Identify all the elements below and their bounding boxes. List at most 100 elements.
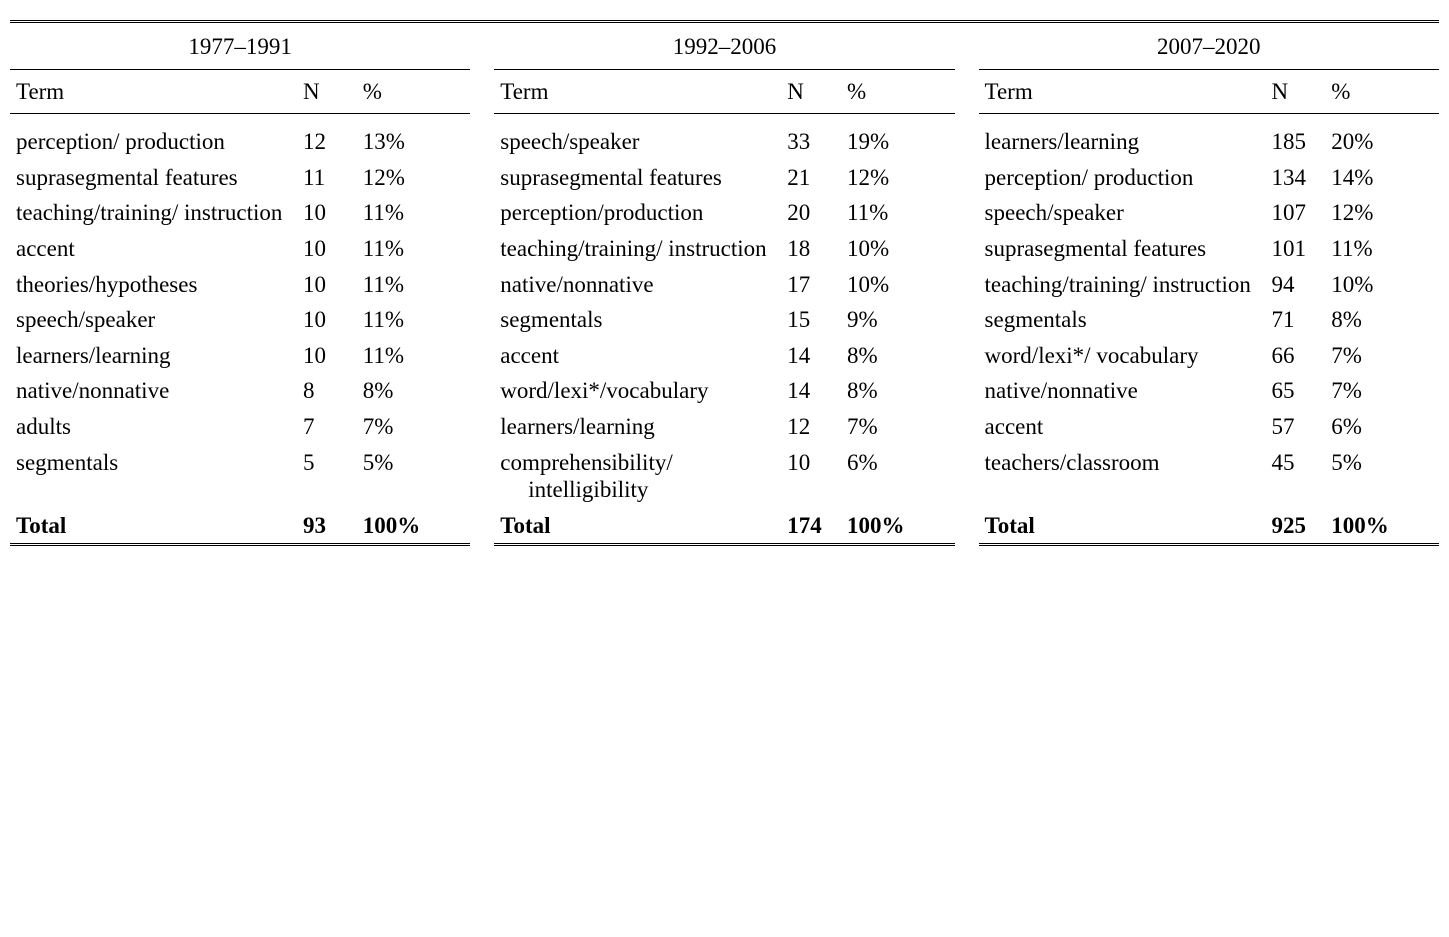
cell-n: 10 [297,195,357,231]
cell-term: accent [979,409,1266,445]
research-terms-table: 1977–1991 1992–2006 2007–2020 Term N % T… [10,20,1439,546]
cell-term: teachers/classroom [979,445,1266,508]
cell-pct: 8% [841,373,955,409]
cell-pct: 11% [357,195,471,231]
cell-term: word/lexi*/ vocabulary [979,338,1266,374]
cell-term: segmentals [10,445,297,508]
cell-term: segmentals [494,302,781,338]
cell-term: speech/speaker [979,195,1266,231]
total-n: 93 [297,508,357,545]
cell-term: adults [10,409,297,445]
cell-pct: 7% [1325,338,1439,374]
period-heading: 1992–2006 [494,23,954,69]
cell-n: 10 [297,338,357,374]
cell-pct: 8% [841,338,955,374]
period-heading-row: 1977–1991 1992–2006 2007–2020 [10,23,1439,69]
total-pct: 100% [357,508,471,545]
table-row: speech/speaker1011%segmentals159%segment… [10,302,1439,338]
cell-term: perception/ production [979,160,1266,196]
cell-term: speech/speaker [10,302,297,338]
cell-n: 71 [1266,302,1326,338]
cell-n: 5 [297,445,357,508]
period-heading: 1977–1991 [10,23,470,69]
col-term: Term [10,69,297,114]
cell-n: 18 [781,231,841,267]
cell-term: suprasegmental features [979,231,1266,267]
cell-term: native/nonnative [10,373,297,409]
cell-n: 33 [781,114,841,160]
cell-n: 15 [781,302,841,338]
col-pct: % [841,69,955,114]
cell-term: theories/hypotheses [10,267,297,303]
cell-term: segmentals [979,302,1266,338]
table: 1977–1991 1992–2006 2007–2020 Term N % T… [10,20,1439,546]
cell-pct: 5% [1325,445,1439,508]
cell-term: learners/learning [494,409,781,445]
cell-n: 7 [297,409,357,445]
cell-term: comprehensibility/ intelligibility [494,445,781,508]
cell-n: 21 [781,160,841,196]
cell-n: 66 [1266,338,1326,374]
cell-n: 12 [781,409,841,445]
col-term: Term [979,69,1266,114]
col-pct: % [357,69,471,114]
cell-pct: 20% [1325,114,1439,160]
total-pct: 100% [841,508,955,545]
cell-pct: 6% [1325,409,1439,445]
cell-n: 14 [781,338,841,374]
cell-pct: 7% [357,409,471,445]
cell-term: word/lexi*/vocabulary [494,373,781,409]
cell-term: teaching/training/ instruction [979,267,1266,303]
col-n: N [781,69,841,114]
column-heading-row: Term N % Term N % Term N % [10,69,1439,114]
cell-n: 17 [781,267,841,303]
total-n: 925 [1266,508,1326,545]
total-label: Total [494,508,781,545]
cell-pct: 13% [357,114,471,160]
cell-n: 45 [1266,445,1326,508]
col-pct: % [1325,69,1439,114]
table-row: native/nonnative88%word/lexi*/vocabulary… [10,373,1439,409]
total-n: 174 [781,508,841,545]
cell-pct: 11% [357,231,471,267]
cell-term: native/nonnative [979,373,1266,409]
total-label: Total [10,508,297,545]
table-row: theories/hypotheses1011%native/nonnative… [10,267,1439,303]
table-row: adults77%learners/learning127%accent576% [10,409,1439,445]
col-term: Term [494,69,781,114]
cell-pct: 10% [1325,267,1439,303]
period-heading: 2007–2020 [979,23,1439,69]
cell-term: accent [494,338,781,374]
cell-n: 20 [781,195,841,231]
cell-term: native/nonnative [494,267,781,303]
cell-pct: 10% [841,267,955,303]
col-n: N [297,69,357,114]
cell-term: learners/learning [979,114,1266,160]
cell-pct: 12% [841,160,955,196]
cell-n: 12 [297,114,357,160]
cell-n: 11 [297,160,357,196]
cell-pct: 19% [841,114,955,160]
cell-pct: 6% [841,445,955,508]
cell-term: suprasegmental features [10,160,297,196]
cell-term: learners/learning [10,338,297,374]
cell-n: 185 [1266,114,1326,160]
cell-pct: 11% [1325,231,1439,267]
cell-n: 57 [1266,409,1326,445]
total-row: Total 93 100% Total 174 100% Total 925 1… [10,508,1439,545]
cell-term: suprasegmental features [494,160,781,196]
cell-pct: 11% [357,267,471,303]
cell-term: teaching/training/ instruction [10,195,297,231]
cell-pct: 5% [357,445,471,508]
cell-n: 10 [297,302,357,338]
cell-pct: 14% [1325,160,1439,196]
cell-term: accent [10,231,297,267]
cell-term: perception/production [494,195,781,231]
cell-pct: 12% [1325,195,1439,231]
cell-pct: 12% [357,160,471,196]
table-row: teaching/training/ instruction1011% perce… [10,195,1439,231]
cell-pct: 8% [357,373,471,409]
cell-n: 134 [1266,160,1326,196]
table-row: accent1011%teaching/training/ instructio… [10,231,1439,267]
cell-pct: 11% [357,302,471,338]
